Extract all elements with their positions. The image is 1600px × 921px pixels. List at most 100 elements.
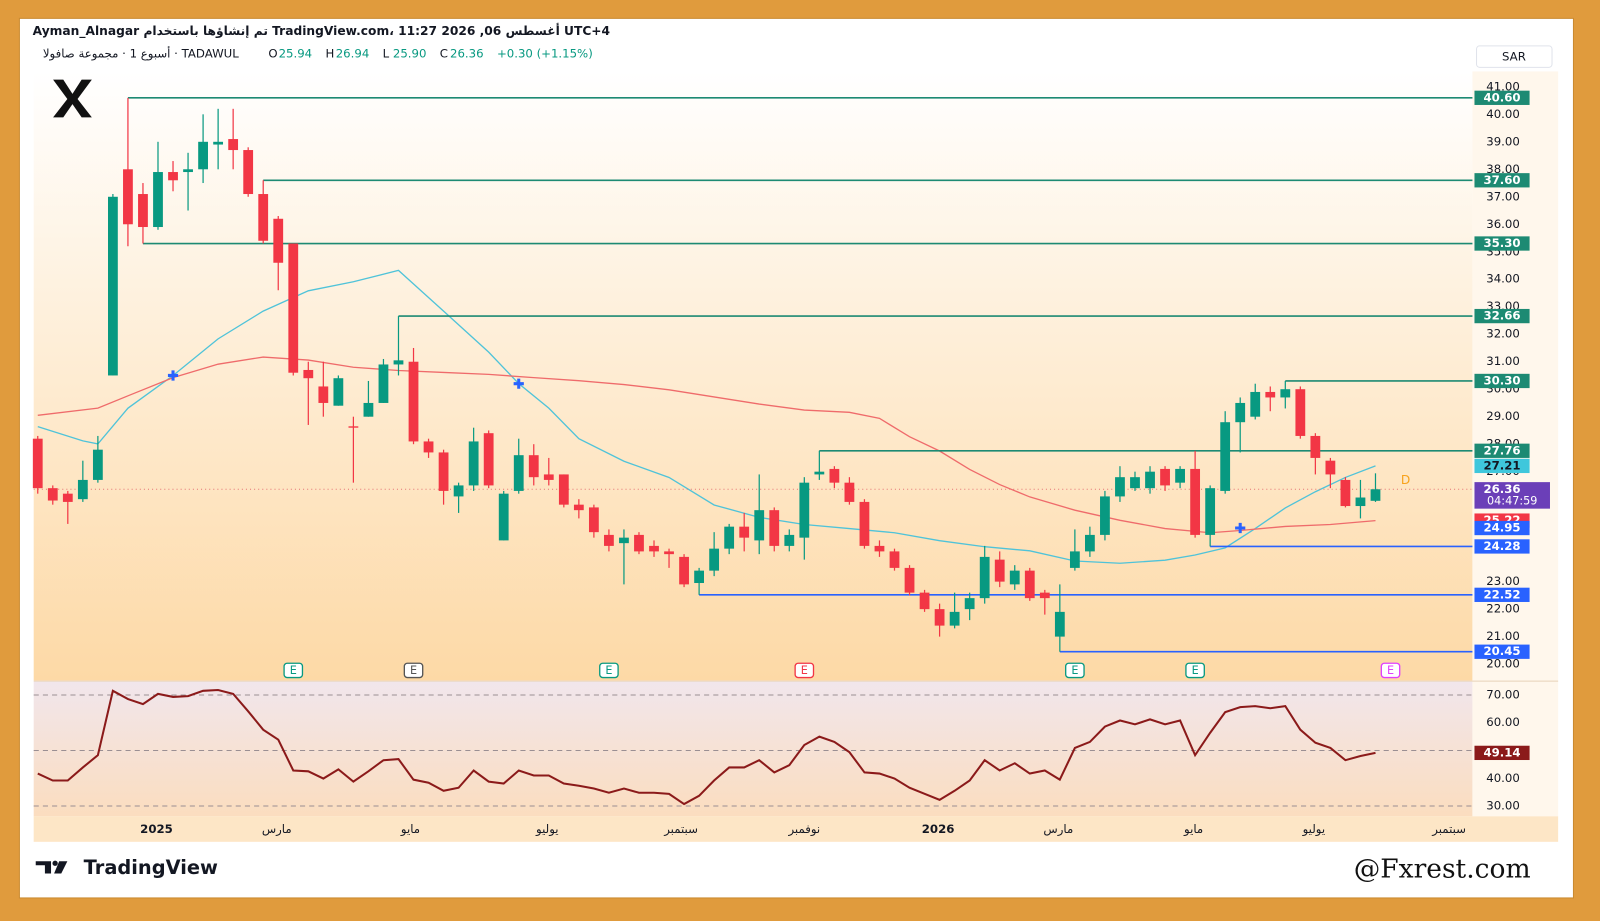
x-tick-label: 2026 <box>922 822 955 836</box>
currency: SAR <box>1502 50 1526 64</box>
candle-body <box>393 360 404 365</box>
price-badge <box>1474 482 1550 509</box>
cross-marker <box>513 378 524 389</box>
candle-body <box>784 534 795 546</box>
candle-body <box>814 471 825 475</box>
candle-body <box>1009 570 1020 585</box>
price-pane <box>33 71 1473 681</box>
price-badge <box>1474 173 1530 188</box>
price-badge-label: 32.66 <box>1483 309 1520 323</box>
change: +0.30 (+1.15%) <box>497 47 593 61</box>
time-axis <box>33 816 1559 842</box>
candle-body <box>964 598 975 610</box>
candle-body <box>528 455 539 478</box>
candle-body <box>1355 497 1366 507</box>
candle-body <box>77 479 88 500</box>
x-tick-label: مايو <box>1183 822 1203 837</box>
ohlc-key: C <box>440 47 448 61</box>
y-tick-label: 29.00 <box>1486 409 1520 423</box>
candle-body <box>1370 489 1381 501</box>
rsi-line <box>37 688 1376 806</box>
candle-body <box>378 364 389 403</box>
price-badge <box>1474 90 1530 105</box>
candle-body <box>859 501 870 546</box>
candle-body <box>649 545 659 552</box>
candle-body <box>979 556 990 599</box>
candle-body <box>153 172 163 228</box>
y-tick-label: 38.00 <box>1486 162 1520 176</box>
candle-body <box>754 510 765 541</box>
price-badge-label: 22.52 <box>1483 587 1520 601</box>
cross-marker <box>167 370 179 381</box>
logo <box>53 79 92 118</box>
candle-body <box>1024 570 1035 599</box>
price-badge <box>1474 236 1530 251</box>
event-label: E <box>410 664 417 677</box>
event-badge <box>283 662 304 679</box>
candle-body <box>318 386 329 403</box>
candle-body <box>1340 479 1351 507</box>
y-tick-label: 20.00 <box>1486 657 1520 671</box>
candle-body <box>138 194 148 228</box>
candle-body <box>588 507 599 533</box>
price-badge-label: 40.60 <box>1483 90 1520 104</box>
candle-body <box>1235 402 1246 423</box>
ohlc-value: 25.94 <box>279 47 313 61</box>
cross-marker <box>1235 522 1246 534</box>
price-badge <box>1474 520 1530 536</box>
event-badge <box>1185 662 1205 679</box>
candle-body <box>874 545 885 552</box>
event-label: E <box>290 664 297 677</box>
candle-body <box>348 426 359 428</box>
candle-body <box>468 441 479 486</box>
ohlc-key: L <box>383 47 390 61</box>
ohlc-value: 26.36 <box>450 47 484 61</box>
candle-body <box>498 493 509 541</box>
symbol: أسبوع 1 · مجموعة صافولا · TADAWUL <box>43 46 239 62</box>
price-badge-label: 24.28 <box>1483 539 1520 553</box>
brand: TradingView <box>84 856 218 879</box>
event-badge <box>1380 662 1401 679</box>
price-badge-label: 37.60 <box>1483 173 1520 187</box>
x-tick-label: سبتمبر <box>663 822 698 837</box>
event-label: E <box>1192 664 1199 677</box>
y-tick-label: 39.00 <box>1486 134 1520 148</box>
y-tick-label: 37.00 <box>1486 189 1520 203</box>
rsi-tick-label: 60.00 <box>1486 715 1520 729</box>
candle-body <box>1054 611 1065 637</box>
rsi-tick-label: 30.00 <box>1486 799 1520 813</box>
candle-body <box>604 534 614 546</box>
y-tick-label: 41.00 <box>1486 79 1520 93</box>
candle-body <box>258 194 269 241</box>
rsi-tick-label: 40.00 <box>1486 771 1520 785</box>
candle-body <box>739 526 750 538</box>
candle-body <box>1085 534 1095 552</box>
event-label: E <box>1387 664 1394 677</box>
candle-body <box>1190 468 1201 535</box>
price-badge-label: 27.76 <box>1483 443 1520 457</box>
candle-body <box>168 172 178 181</box>
x-tick-label: سبتمبر <box>1431 822 1466 837</box>
price-badge-label: 35.30 <box>1483 236 1520 250</box>
candle-body <box>573 504 584 511</box>
x-tick-label: نوفمبر <box>787 822 820 837</box>
candle-body <box>1160 468 1170 486</box>
tv-logo <box>35 860 68 874</box>
candle-body <box>1280 389 1291 398</box>
candle-body <box>363 402 374 417</box>
x-tick-label: مايو <box>400 822 420 837</box>
y-tick-label: 36.00 <box>1486 217 1520 231</box>
candle-body <box>228 139 239 151</box>
event-badge <box>599 662 619 679</box>
candle-body <box>32 438 43 489</box>
candle-body <box>1175 468 1185 483</box>
ohlc-value: 26.94 <box>336 47 370 61</box>
price-badge-label: 30.30 <box>1483 373 1520 387</box>
candle-body <box>62 493 73 502</box>
ohlc-value: 25.90 <box>393 47 427 61</box>
rsi-badge <box>1474 745 1530 761</box>
price-badge <box>1474 539 1530 554</box>
candle-body <box>829 468 840 483</box>
candle-body <box>243 150 254 195</box>
